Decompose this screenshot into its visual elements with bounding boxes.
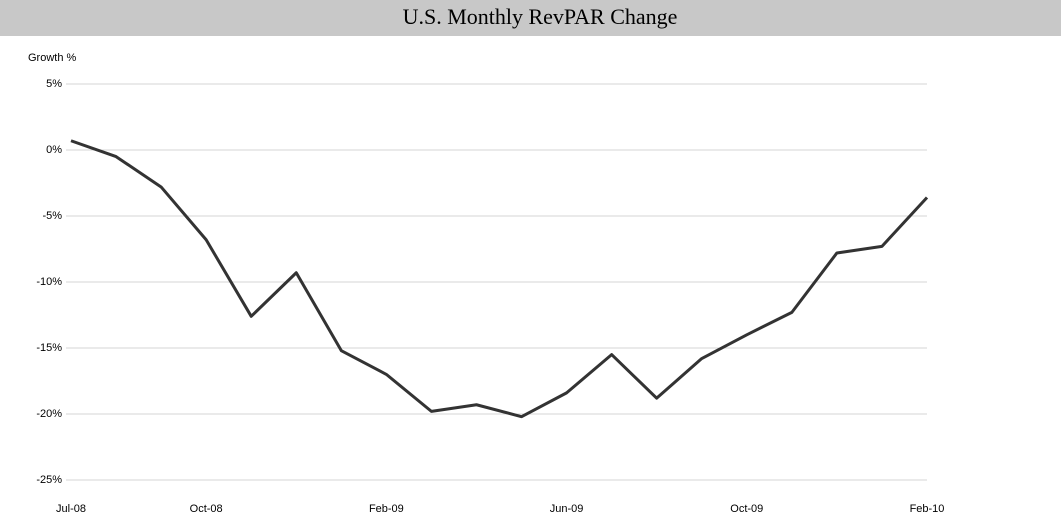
x-tick-label: Feb-10 — [910, 503, 945, 515]
y-tick-label: -25% — [36, 474, 62, 486]
x-tick-label: Jul-08 — [56, 503, 86, 515]
line — [70, 139, 929, 419]
y-tick-label: -5% — [42, 210, 62, 222]
y-tick-label: -10% — [36, 276, 62, 288]
y-tick-label: -15% — [36, 342, 62, 354]
y-axis-label: Growth % — [28, 52, 77, 64]
chart-title: U.S. Monthly RevPAR Change — [403, 4, 678, 29]
title-bar — [0, 0, 1061, 36]
y-tick-label: -20% — [36, 408, 62, 420]
y-tick-label: 5% — [46, 78, 62, 90]
x-tick-label: Oct-09 — [730, 503, 763, 515]
x-tick-label: Jun-09 — [550, 503, 584, 515]
x-tick-label: Oct-08 — [190, 503, 223, 515]
y-tick-label: 0% — [46, 144, 62, 156]
x-tick-label: Feb-09 — [369, 503, 404, 515]
